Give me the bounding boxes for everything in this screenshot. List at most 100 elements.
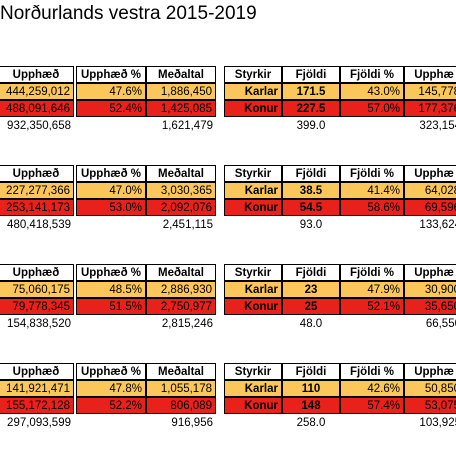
konur-upphaed-pct: 51.5% [76,298,146,315]
konur-fjoldi: 227.5 [282,100,340,117]
karlar-label: Karlar [224,182,282,199]
karlar-fjoldi-pct: 42.6% [340,380,404,397]
header-upphaed-pct: Upphæð % [76,363,146,380]
karlar-upphaed-2: 145,778 [404,83,456,100]
konur-label: Konur [224,397,282,414]
karlar-upphaed: 75,060,175 [0,281,74,298]
konur-upphaed-pct: 52.2% [76,397,146,414]
header-upphaed: Upphæð [0,165,74,182]
header-fjoldi: Fjöldi [282,165,340,182]
konur-medaltal: 2,750,977 [146,298,216,315]
header-medaltal: Meðaltal [146,165,216,182]
header-upphaed: Upphæð [0,66,74,83]
karlar-fjoldi: 110 [282,380,340,397]
header-styrkir: Styrkir [224,363,282,380]
header-styrkir: Styrkir [224,264,282,281]
karlar-upphaed-pct: 47.8% [76,380,146,397]
header-fjoldi-pct: Fjöldi % [340,363,404,380]
konur-fjoldi-pct: 58.6% [340,199,404,216]
total-upphaed: 297,093,599 [7,417,71,429]
header-upphaed-pct: Upphæð % [76,66,146,83]
karlar-fjoldi: 171.5 [282,83,340,100]
konur-upphaed: 155,172,128 [0,397,74,414]
konur-medaltal: 2,092,076 [146,199,216,216]
karlar-fjoldi: 38.5 [282,182,340,199]
karlar-upphaed-pct: 47.6% [76,83,146,100]
total-upphaed-2: 133,624 [419,219,456,231]
konur-upphaed: 79,778,345 [0,298,74,315]
konur-upphaed-2: 53,075 [404,397,456,414]
karlar-upphaed-2: 64,028 [404,182,456,199]
konur-fjoldi: 25 [282,298,340,315]
total-medaltal: 916,956 [171,417,213,429]
karlar-fjoldi-pct: 47.9% [340,281,404,298]
karlar-fjoldi-pct: 41.4% [340,182,404,199]
total-upphaed: 932,350,658 [7,120,71,132]
header-upphaed: Upphæð [0,363,74,380]
konur-upphaed-pct: 53.0% [76,199,146,216]
header-styrkir: Styrkir [224,66,282,83]
karlar-upphaed-pct: 47.0% [76,182,146,199]
header-fjoldi-pct: Fjöldi % [340,264,404,281]
total-upphaed-2: 66,550 [425,318,456,330]
konur-medaltal: 1,425,085 [146,100,216,117]
karlar-upphaed-2: 50,850 [404,380,456,397]
header-fjoldi: Fjöldi [282,264,340,281]
total-upphaed-2: 323,154 [419,120,456,132]
total-upphaed-2: 103,925 [419,417,456,429]
header-medaltal: Meðaltal [146,66,216,83]
karlar-upphaed-pct: 48.5% [76,281,146,298]
konur-fjoldi-pct: 52.1% [340,298,404,315]
total-fjoldi: 93.0 [299,219,323,231]
karlar-upphaed: 141,921,471 [0,380,74,397]
konur-fjoldi: 148 [282,397,340,414]
header-fjoldi-pct: Fjöldi % [340,66,404,83]
karlar-upphaed: 444,259,012 [0,83,74,100]
total-upphaed: 480,418,539 [7,219,71,231]
konur-fjoldi-pct: 57.4% [340,397,404,414]
header-upphaed-2: Upphæ [404,66,456,83]
karlar-upphaed: 227,277,366 [0,182,74,199]
karlar-label: Karlar [224,380,282,397]
karlar-medaltal: 1,886,450 [146,83,216,100]
konur-fjoldi: 54.5 [282,199,340,216]
total-medaltal: 1,621,479 [161,120,213,132]
header-upphaed-2: Upphæ [404,264,456,281]
karlar-fjoldi: 23 [282,281,340,298]
header-medaltal: Meðaltal [146,363,216,380]
konur-upphaed: 488,091,646 [0,100,74,117]
konur-upphaed-2: 177,376 [404,100,456,117]
total-medaltal: 2,815,246 [161,318,213,330]
karlar-medaltal: 3,030,365 [146,182,216,199]
header-upphaed: Upphæð [0,264,74,281]
header-upphaed-pct: Upphæð % [76,264,146,281]
total-fjoldi: 399.0 [296,120,326,132]
header-upphaed-pct: Upphæð % [76,165,146,182]
header-medaltal: Meðaltal [146,264,216,281]
total-fjoldi: 258.0 [296,417,326,429]
header-fjoldi: Fjöldi [282,66,340,83]
karlar-label: Karlar [224,83,282,100]
konur-upphaed-pct: 52.4% [76,100,146,117]
karlar-medaltal: 2,886,930 [146,281,216,298]
konur-label: Konur [224,298,282,315]
page-title: Norðurlands vestra 2015-2019 [0,3,257,24]
karlar-upphaed-2: 30,900 [404,281,456,298]
konur-fjoldi-pct: 57.0% [340,100,404,117]
konur-label: Konur [224,199,282,216]
header-upphaed-2: Upphæ [404,363,456,380]
header-fjoldi: Fjöldi [282,363,340,380]
karlar-fjoldi-pct: 43.0% [340,83,404,100]
konur-medaltal: 806,089 [146,397,216,414]
header-styrkir: Styrkir [224,165,282,182]
karlar-label: Karlar [224,281,282,298]
konur-upphaed-2: 69,596 [404,199,456,216]
konur-upphaed-2: 35,650 [404,298,456,315]
karlar-medaltal: 1,055,178 [146,380,216,397]
header-fjoldi-pct: Fjöldi % [340,165,404,182]
total-upphaed: 154,838,520 [7,318,71,330]
total-fjoldi: 48.0 [299,318,323,330]
header-upphaed-2: Upphæ [404,165,456,182]
total-medaltal: 2,451,115 [162,219,213,231]
konur-upphaed: 253,141,173 [0,199,74,216]
